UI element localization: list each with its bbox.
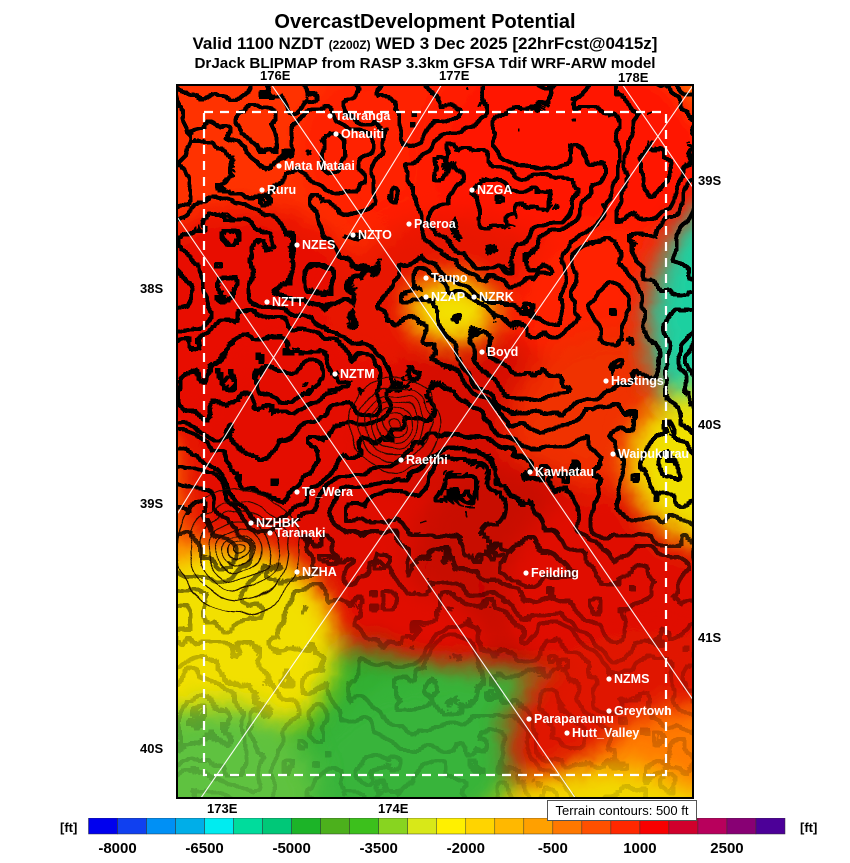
svg-text:Te_Wera: Te_Wera bbox=[302, 485, 354, 499]
svg-text:Hastings: Hastings bbox=[611, 374, 664, 388]
svg-text:Kawhatau: Kawhatau bbox=[535, 465, 594, 479]
svg-text:-5000: -5000 bbox=[272, 840, 310, 857]
svg-text:Paeroa: Paeroa bbox=[414, 217, 457, 231]
svg-text:Feilding: Feilding bbox=[531, 566, 579, 580]
svg-text:-6500: -6500 bbox=[185, 840, 223, 857]
svg-text:NZTM: NZTM bbox=[340, 367, 375, 381]
svg-text:Taranaki: Taranaki bbox=[275, 526, 326, 540]
svg-text:Boyd: Boyd bbox=[487, 345, 518, 359]
svg-text:Taupo: Taupo bbox=[431, 271, 468, 285]
svg-text:NZTT: NZTT bbox=[272, 295, 304, 309]
svg-text:NZGA: NZGA bbox=[477, 183, 512, 197]
svg-text:Mata Mataai: Mata Mataai bbox=[284, 159, 355, 173]
svg-text:-2000: -2000 bbox=[447, 840, 485, 857]
svg-text:Paraparaumu: Paraparaumu bbox=[534, 712, 614, 726]
svg-text:-3500: -3500 bbox=[360, 840, 398, 857]
svg-text:Waipukurau: Waipukurau bbox=[618, 447, 689, 461]
svg-text:Ruru: Ruru bbox=[267, 183, 296, 197]
svg-text:NZES: NZES bbox=[302, 238, 335, 252]
svg-text:NZTO: NZTO bbox=[358, 228, 392, 242]
svg-text:-500: -500 bbox=[538, 840, 568, 857]
svg-text:Raetihi: Raetihi bbox=[406, 453, 448, 467]
svg-text:2500: 2500 bbox=[710, 840, 743, 857]
svg-text:1000: 1000 bbox=[623, 840, 656, 857]
svg-text:Hutt_Valley: Hutt_Valley bbox=[572, 726, 639, 740]
svg-text:-8000: -8000 bbox=[98, 840, 136, 857]
svg-text:Greytown: Greytown bbox=[614, 704, 672, 718]
svg-text:Tauranga: Tauranga bbox=[335, 109, 391, 123]
svg-text:NZMS: NZMS bbox=[614, 672, 649, 686]
svg-text:NZRK: NZRK bbox=[479, 290, 514, 304]
svg-text:Ohauiti: Ohauiti bbox=[341, 127, 384, 141]
svg-text:NZAP: NZAP bbox=[431, 290, 465, 304]
svg-text:NZHA: NZHA bbox=[302, 565, 337, 579]
